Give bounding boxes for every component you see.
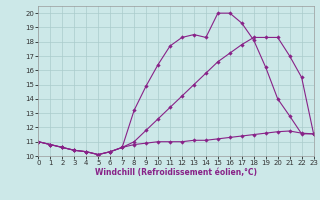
X-axis label: Windchill (Refroidissement éolien,°C): Windchill (Refroidissement éolien,°C) — [95, 168, 257, 177]
